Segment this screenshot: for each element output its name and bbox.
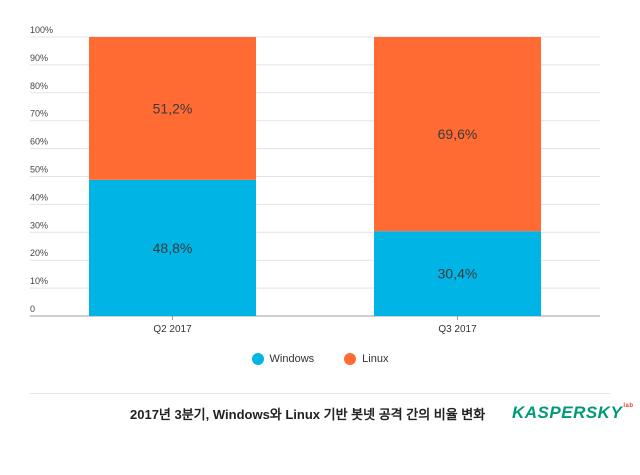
chart-caption: 2017년 3분기, Windows와 Linux 기반 봇넷 공격 간의 비율… xyxy=(130,407,486,422)
logo-text: KASPERSKY xyxy=(512,403,623,422)
y-tick-label: 0 xyxy=(30,304,35,314)
y-tick-label: 40% xyxy=(30,192,48,202)
logo-sub: lab xyxy=(623,403,634,409)
legend-item-linux: Linux xyxy=(344,353,388,365)
bar-windows xyxy=(89,179,256,316)
kaspersky-logo: KASPERSKYlab xyxy=(512,403,633,423)
y-tick-label: 60% xyxy=(30,137,48,147)
x-tick-label: Q3 2017 xyxy=(438,324,477,335)
y-tick-label: 30% xyxy=(30,220,48,230)
legend-item-windows: Windows xyxy=(251,353,315,365)
legend-swatch-windows xyxy=(251,353,264,365)
legend-label-linux: Linux xyxy=(362,353,389,365)
bar-windows xyxy=(374,231,541,316)
data-label: 51,2% xyxy=(153,100,193,116)
bar-linux xyxy=(374,37,541,232)
data-label: 30,4% xyxy=(438,266,478,282)
y-tick-label: 50% xyxy=(30,165,48,175)
data-label: 69,6% xyxy=(438,126,478,142)
y-tick-label: 80% xyxy=(30,81,48,91)
stacked-bar-chart: 0 10% 20% 30% 40% 50% 60% 70% 80% 90% 100% 48,8% 51,… xyxy=(30,25,600,335)
y-tick-label: 70% xyxy=(30,109,48,119)
chart-legend: Windows Linux xyxy=(0,349,640,369)
y-tick-label: 100% xyxy=(30,25,53,35)
y-tick-label: 20% xyxy=(30,248,48,258)
y-tick-label: 10% xyxy=(30,276,48,286)
x-tick-label: Q2 2017 xyxy=(153,324,192,335)
data-label: 48,8% xyxy=(153,240,193,256)
legend-label-windows: Windows xyxy=(269,353,315,365)
y-tick-label: 90% xyxy=(30,53,48,63)
legend-swatch-linux xyxy=(344,353,357,365)
bar-linux xyxy=(89,37,256,180)
divider xyxy=(30,393,610,394)
